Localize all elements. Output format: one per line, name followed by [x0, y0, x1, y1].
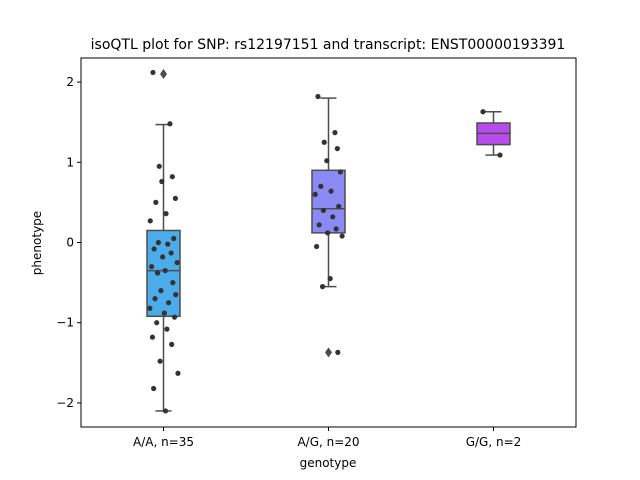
- data-point: [173, 292, 179, 298]
- data-point: [165, 241, 171, 247]
- data-point: [327, 275, 333, 282]
- data-point: [168, 250, 174, 256]
- data-point: [318, 183, 324, 189]
- y-tick-label: 2: [66, 75, 74, 89]
- data-point: [147, 218, 153, 224]
- data-point: [334, 146, 340, 152]
- y-tick-label: −2: [56, 396, 74, 410]
- data-point: [156, 163, 162, 169]
- data-point: [175, 370, 181, 376]
- y-tick-label: 1: [66, 155, 74, 169]
- data-point: [174, 259, 180, 266]
- data-point: [316, 222, 322, 228]
- data-point: [154, 320, 160, 326]
- data-point: [314, 243, 320, 250]
- data-point: [149, 334, 156, 340]
- y-axis-label: phenotype: [30, 211, 44, 275]
- data-point: [149, 263, 155, 270]
- data-point: [160, 254, 166, 260]
- data-point: [157, 358, 163, 364]
- data-point: [150, 69, 156, 76]
- x-tick-label: A/G, n=20: [297, 435, 359, 449]
- chart-title: isoQTL plot for SNP: rs12197151 and tran…: [91, 37, 566, 53]
- plot-frame: [80, 57, 577, 428]
- data-point: [312, 191, 318, 197]
- box-group: [476, 109, 511, 158]
- data-point: [151, 246, 157, 252]
- data-point: [161, 310, 167, 316]
- chart-axes: −2 −1 0 1 2 A/A, n=35 A/G, n=20 G/G, n=2: [56, 57, 577, 449]
- box-group: [146, 69, 181, 414]
- data-point: [325, 230, 331, 236]
- y-tick-label: 0: [66, 236, 74, 250]
- data-point: [336, 203, 342, 210]
- iqr-box: [146, 229, 181, 318]
- data-point: [159, 178, 165, 185]
- data-point: [154, 270, 161, 276]
- x-tick-label: A/A, n=35: [133, 435, 194, 449]
- data-point: [147, 305, 153, 311]
- data-point: [152, 296, 158, 302]
- data-point: [332, 130, 338, 136]
- data-point: [169, 341, 175, 347]
- data-point: [172, 195, 178, 201]
- data-point: [163, 211, 169, 217]
- box-group: [311, 93, 346, 358]
- outlier-marker: [325, 347, 332, 358]
- data-point: [324, 158, 330, 164]
- x-axis-label: genotype: [300, 456, 357, 470]
- data-point: [337, 169, 343, 175]
- data-point: [171, 235, 177, 242]
- data-point: [151, 385, 157, 392]
- data-point: [497, 152, 503, 158]
- data-point: [162, 408, 169, 414]
- data-point: [166, 300, 172, 306]
- data-point: [164, 326, 170, 332]
- data-point: [153, 199, 159, 205]
- data-point: [171, 314, 178, 320]
- data-point: [319, 284, 326, 290]
- data-point: [330, 214, 336, 220]
- data-point: [158, 288, 164, 294]
- data-point: [155, 239, 161, 246]
- data-point: [315, 93, 321, 100]
- data-point: [170, 280, 176, 286]
- y-tick-label: −1: [56, 316, 74, 330]
- data-point: [328, 188, 334, 194]
- data-point: [167, 121, 173, 127]
- x-tick-label: G/G, n=2: [466, 435, 522, 449]
- data-point: [169, 174, 175, 180]
- outlier-marker: [160, 69, 167, 80]
- data-point: [339, 233, 345, 239]
- data-point: [162, 267, 168, 274]
- data-point: [320, 207, 326, 214]
- data-point: [321, 139, 327, 145]
- data-point: [335, 349, 341, 355]
- data-point: [480, 109, 486, 115]
- data-point: [333, 226, 339, 232]
